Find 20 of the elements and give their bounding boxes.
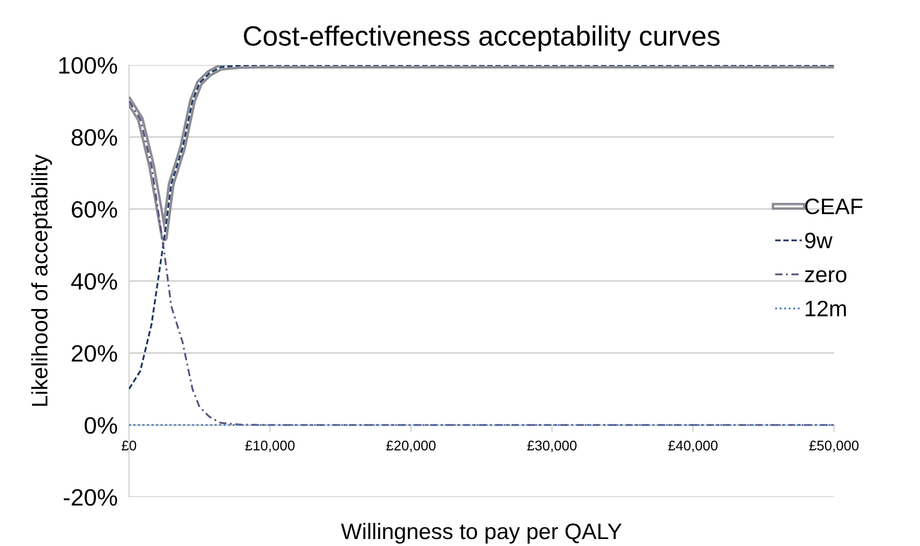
y-tick-label: -20% — [64, 489, 118, 506]
x-tick-label: £30,000 — [527, 440, 577, 452]
legend-label: CEAF — [805, 198, 862, 214]
x-tick-label: £50,000 — [809, 440, 859, 452]
y-tick-label: 40% — [71, 273, 118, 290]
legend-label: 9w — [805, 232, 833, 248]
y-tick-label: 20% — [72, 345, 118, 362]
y-tick-label: 0% — [84, 417, 118, 434]
legend-label: zero — [804, 270, 846, 282]
x-tick-label: £10,000 — [245, 440, 295, 452]
x-tick-label: £40,000 — [668, 440, 718, 452]
x-tick-label: £20,000 — [386, 440, 436, 452]
chart-title: Cost-effectiveness acceptability curves — [244, 25, 720, 52]
y-axis-title: Likelihood of acceptability — [31, 154, 52, 406]
y-tick-label: 80% — [72, 129, 118, 146]
y-tick-label: 100% — [59, 57, 118, 74]
x-tick-label: £0 — [122, 440, 136, 450]
y-tick-label: 60% — [72, 201, 118, 218]
x-axis-title: Willingness to pay per QALY — [341, 522, 622, 544]
legend-label: 12m — [806, 300, 846, 316]
